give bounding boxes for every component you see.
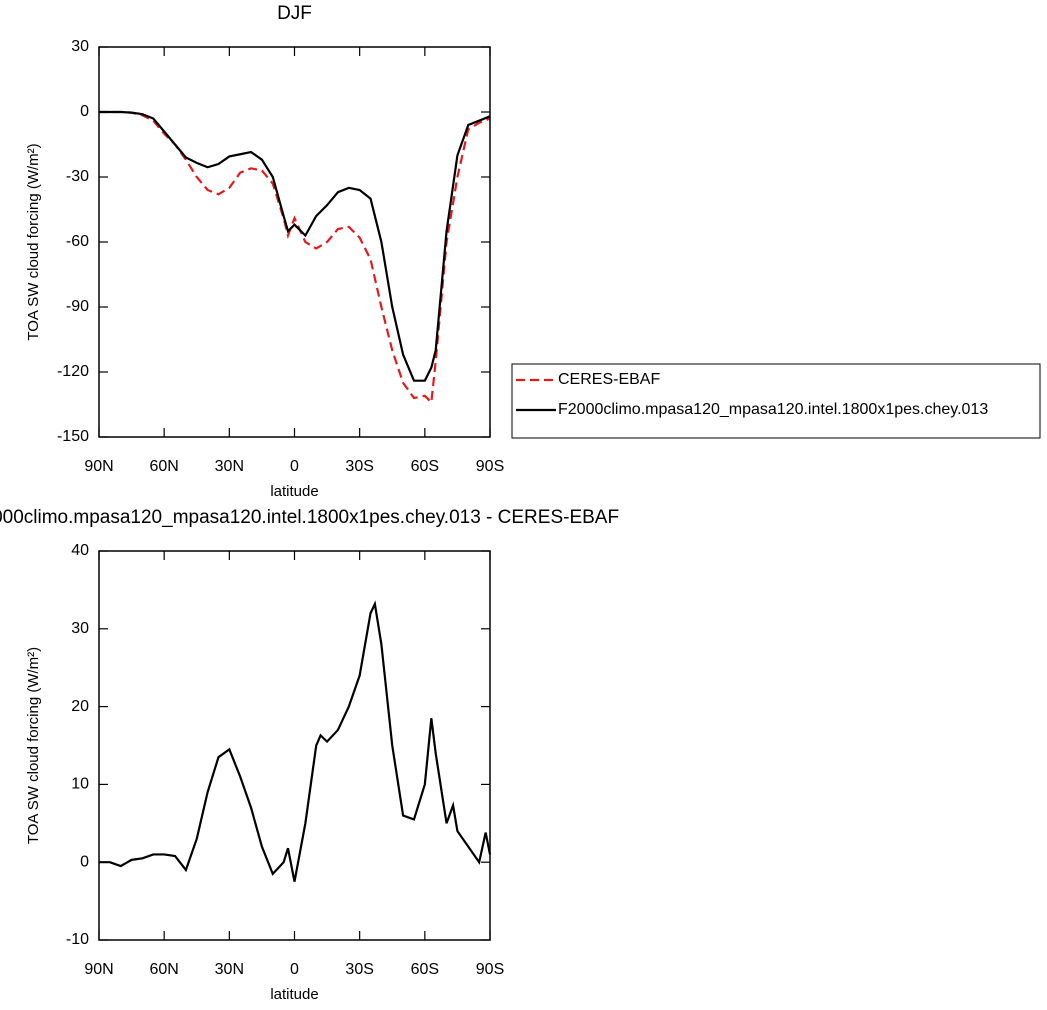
y-axis-label: TOA SW cloud forcing (W/m²) <box>25 143 42 340</box>
x-tick-label: 60S <box>411 961 439 978</box>
x-tick-label: 30S <box>345 458 373 475</box>
x-tick-label: 30N <box>215 961 244 978</box>
plot-frame <box>98 550 491 941</box>
y-tick-label: -30 <box>66 168 89 185</box>
legend-label: CERES-EBAF <box>558 371 660 388</box>
x-tick-label: 90N <box>84 458 113 475</box>
y-tick-label: 30 <box>71 620 89 637</box>
y-tick-label: 30 <box>71 38 89 55</box>
x-tick-label: 0 <box>290 961 299 978</box>
y-tick-label: 20 <box>71 698 89 715</box>
y-tick-label: -90 <box>66 298 89 315</box>
data-line <box>99 600 492 882</box>
x-tick-label: 30S <box>345 961 373 978</box>
y-tick-label: 10 <box>71 776 89 793</box>
y-tick-label: -150 <box>57 428 89 445</box>
y-tick-label: -10 <box>66 931 89 948</box>
data-line <box>99 110 491 382</box>
x-axis-label: latitude <box>270 483 318 500</box>
y-axis-label: TOA SW cloud forcing (W/m²) <box>25 647 42 844</box>
x-tick-label: 90S <box>476 961 504 978</box>
x-tick-label: 30N <box>215 458 244 475</box>
x-tick-label: 0 <box>290 458 299 475</box>
y-tick-label: 40 <box>71 542 89 559</box>
x-axis-label: latitude <box>270 986 318 1003</box>
x-tick-label: 60S <box>411 458 439 475</box>
x-tick-label: 60N <box>149 961 178 978</box>
x-tick-label: 90S <box>476 458 504 475</box>
chart-title: DJF <box>277 3 312 24</box>
legend-label: F2000climo.mpasa120_mpasa120.intel.1800x… <box>558 401 988 418</box>
y-tick-label: -60 <box>66 233 89 250</box>
x-tick-label: 90N <box>84 961 113 978</box>
x-tick-label: 60N <box>149 458 178 475</box>
chart-title: F2000climo.mpasa120_mpasa120.intel.1800x… <box>0 507 619 528</box>
y-tick-label: 0 <box>80 103 89 120</box>
legend-box <box>511 363 1041 439</box>
y-tick-label: -120 <box>57 363 89 380</box>
y-tick-label: 0 <box>80 853 89 870</box>
data-line <box>99 110 491 405</box>
plot-frame <box>98 46 491 438</box>
